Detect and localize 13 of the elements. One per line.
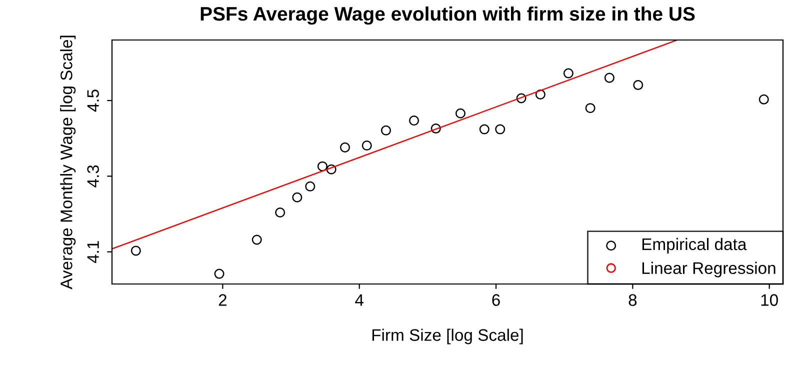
y-axis-title: Average Monthly Wage [log Scale] [60, 36, 76, 290]
legend-label: Empirical data [642, 238, 747, 254]
x-tick-label: 8 [628, 294, 637, 306]
x-tick-label: 4 [355, 294, 364, 306]
x-tick-label: 6 [492, 294, 500, 306]
chart-title: PSFs Average Wage evolution with firm size in the US [200, 6, 695, 25]
x-axis-title: Firm Size [log Scale] [372, 328, 523, 344]
y-tick-label: 4.5 [87, 90, 99, 112]
x-tick-label: 2 [218, 294, 226, 306]
y-tick-label: 4.3 [87, 165, 99, 188]
y-tick-label: 4.1 [87, 241, 99, 264]
legend-label: Linear Regression [642, 262, 776, 278]
x-tick-label: 10 [761, 294, 778, 306]
